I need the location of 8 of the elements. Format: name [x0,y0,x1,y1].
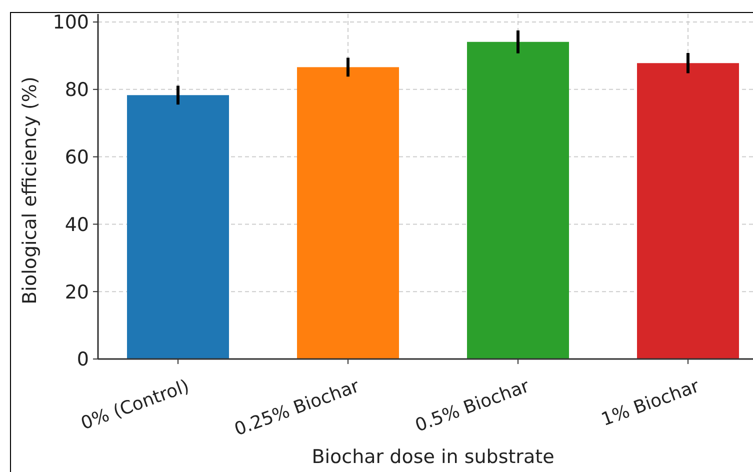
y-tick-label: 40 [64,214,89,236]
y-tick-label: 20 [64,281,89,304]
y-tick-label: 80 [64,79,89,102]
y-tick-label: 60 [64,146,89,168]
y-axis-title: Biological efficiency (%) [19,76,41,304]
y-tick-label: 100 [52,12,89,34]
x-axis-title: Biochar dose in substrate [312,446,554,468]
y-tick-label: 0 [76,348,89,371]
